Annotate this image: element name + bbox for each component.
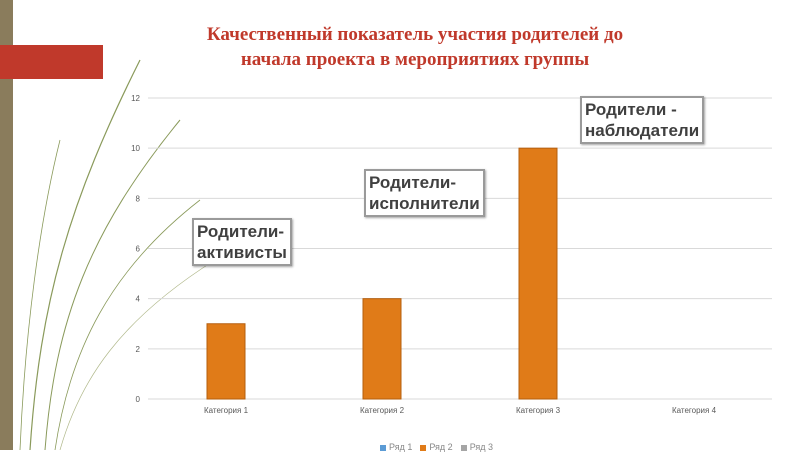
callout-observers: Родители - наблюдатели — [580, 96, 705, 144]
title-accent-bar — [0, 45, 103, 79]
legend-label: Ряд 1 — [389, 442, 413, 452]
legend-label: Ряд 2 — [429, 442, 453, 452]
callout-activists: Родители- активисты — [192, 218, 292, 266]
chart-legend: Ряд 1 Ряд 2 Ряд 3 — [380, 442, 501, 454]
legend-item: Ряд 2 — [420, 442, 453, 452]
x-tick-label: Категория 3 — [516, 406, 561, 415]
callout-observers-line2: наблюдатели — [585, 121, 700, 140]
callout-performers-line1: Родители- — [369, 173, 457, 192]
bar — [518, 147, 558, 400]
left-accent-bar — [0, 0, 13, 450]
y-tick-label: 0 — [136, 395, 141, 404]
callout-performers-line2: исполнители — [369, 194, 480, 213]
title-line-2: начала проекта в мероприятиях группы — [240, 49, 590, 70]
x-tick-label: Категория 2 — [360, 406, 405, 415]
legend-swatch — [460, 444, 467, 451]
legend-swatch — [380, 444, 386, 451]
callout-activists-line1: Родители- — [197, 222, 285, 241]
x-tick-label: Категория 1 — [204, 406, 249, 415]
legend-item: Ряд 1 — [380, 442, 412, 452]
callout-activists-line2: активисты — [197, 243, 287, 262]
decorative-curves — [19, 59, 216, 450]
x-tick-label: Категория 4 — [672, 406, 717, 415]
y-tick-label: 12 — [131, 94, 140, 103]
bar — [362, 298, 402, 400]
callout-observers-line1: Родители - — [585, 100, 677, 119]
legend-label: Ряд 3 — [469, 442, 494, 452]
callout-performers: Родители- исполнители — [364, 169, 485, 217]
slide-title: Качественный показатель участия родителе… — [115, 22, 715, 72]
legend-item: Ряд 3 — [460, 442, 494, 452]
y-tick-label: 8 — [136, 194, 141, 203]
bar — [206, 323, 246, 400]
title-line-1: Качественный показатель участия родителе… — [206, 24, 624, 45]
y-tick-label: 10 — [131, 144, 140, 153]
legend-swatch — [420, 444, 427, 451]
y-tick-label: 4 — [136, 295, 141, 304]
y-tick-label: 6 — [136, 245, 141, 254]
y-tick-label: 2 — [136, 345, 141, 354]
